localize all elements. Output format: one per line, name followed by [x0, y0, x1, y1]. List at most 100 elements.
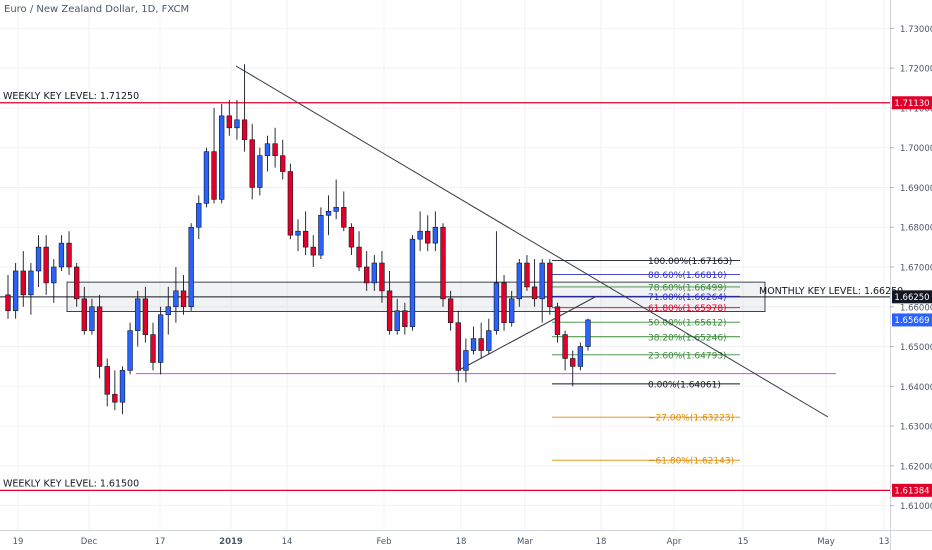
candle-13 — [104, 358, 110, 407]
candle-body-62 — [478, 338, 484, 351]
candle-body-66 — [509, 298, 515, 323]
candle-25 — [196, 195, 202, 240]
candle-body-34 — [264, 143, 271, 156]
candle-37 — [287, 163, 294, 240]
candle-body-26 — [203, 151, 210, 204]
candle-64 — [493, 231, 500, 335]
candle-14 — [112, 370, 118, 411]
candle-body-47 — [364, 266, 370, 284]
candle-body-25 — [196, 203, 202, 228]
price-badge-bg-3 — [892, 483, 932, 497]
candle-body-10 — [81, 298, 87, 331]
candle-19 — [150, 322, 156, 371]
candle-47 — [364, 251, 370, 291]
candle-17 — [135, 290, 141, 347]
candle-29 — [226, 99, 232, 136]
candle-44 — [341, 191, 347, 232]
candle-26 — [203, 147, 210, 208]
candle-body-68 — [524, 262, 530, 288]
candle-body-16 — [127, 330, 133, 371]
candle-66 — [509, 290, 515, 327]
candle-body-15 — [119, 370, 126, 403]
candle-70 — [539, 259, 545, 323]
candle-7 — [58, 235, 65, 271]
candle-59 — [455, 310, 461, 383]
price-axis: 1.73000 1.72000 1.71000 1.70000 1.69000 1.680… — [890, 0, 932, 550]
time-tick-label-1: Dec — [81, 537, 98, 547]
candle-57 — [440, 223, 446, 307]
candle-60 — [463, 338, 469, 383]
candle-31 — [241, 64, 248, 152]
candle-74 — [570, 350, 576, 387]
time-tick-label-0: 19 — [13, 537, 24, 547]
price-badge-2: 1.65669 — [894, 316, 929, 326]
candle-34 — [264, 135, 271, 172]
candle-body-67 — [516, 262, 522, 300]
trend-lines — [235, 65, 829, 418]
candle-55 — [425, 215, 431, 252]
price-badge-3: 1.61384 — [894, 487, 929, 497]
candle-body-60 — [463, 350, 469, 371]
candle-body-46 — [356, 246, 362, 268]
candle-62 — [478, 322, 484, 359]
candle-56 — [432, 211, 439, 252]
candle-body-44 — [341, 207, 347, 228]
candle-body-22 — [173, 290, 179, 308]
candle-body-0 — [5, 294, 11, 312]
candle-body-17 — [135, 298, 141, 331]
candle-body-70 — [539, 262, 545, 300]
fibonacci-retracement: 100.00%(1.67163) 88.60%(1.66810) 78.60%(1.… — [552, 257, 740, 467]
fib-label-8: 0.00%(1.64061) — [648, 380, 721, 390]
candle-22 — [173, 267, 179, 323]
candle-24 — [188, 223, 194, 311]
candle-body-3 — [28, 270, 34, 296]
candle-body-18 — [142, 298, 149, 335]
level-labels: WEEKLY KEY LEVEL: 1.71250 WEEKLY KEY LEVE… — [3, 91, 903, 490]
candle-23 — [180, 274, 187, 315]
candle-28 — [219, 103, 225, 204]
candle-52 — [402, 302, 408, 335]
candle-75 — [577, 342, 584, 371]
price-badge-0: 1.71130 — [894, 99, 929, 109]
candle-39 — [302, 211, 309, 256]
candle-50 — [386, 270, 393, 335]
candle-4 — [35, 235, 42, 287]
candle-76 — [585, 318, 591, 351]
price-tick-label-8: 1.65000 — [900, 343, 932, 353]
time-tick-label-2: 17 — [155, 537, 166, 547]
candle-body-2 — [20, 270, 26, 296]
price-badge-1: 1.66250 — [894, 293, 929, 303]
candle-body-37 — [287, 171, 294, 236]
candle-2 — [20, 251, 26, 307]
candle-body-1 — [12, 270, 19, 312]
fib-label-6: 38.20%(1.65246) — [648, 333, 727, 343]
candle-body-29 — [226, 115, 232, 129]
candle-body-49 — [379, 262, 385, 292]
candle-body-8 — [66, 242, 72, 268]
candle-body-12 — [96, 306, 103, 367]
candlesticks — [5, 64, 591, 415]
candle-body-40 — [310, 246, 316, 256]
price-badge-bg-2 — [892, 313, 932, 327]
fib-label-4: 61.80%(1.65978) — [648, 304, 727, 314]
candle-20 — [157, 306, 164, 375]
candle-9 — [74, 263, 80, 307]
candle-body-4 — [35, 246, 42, 272]
candle-body-72 — [554, 306, 561, 335]
candle-body-76 — [585, 319, 591, 347]
candle-45 — [348, 223, 355, 256]
candle-46 — [356, 231, 362, 271]
candle-body-32 — [249, 139, 255, 188]
candle-71 — [547, 259, 553, 315]
candle-69 — [531, 259, 538, 307]
candle-5 — [43, 235, 49, 295]
price-tick-label-9: 1.64000 — [900, 383, 932, 393]
candle-1 — [12, 263, 19, 319]
candle-body-45 — [348, 226, 355, 248]
trend-line-ascending — [460, 296, 596, 370]
candle-body-71 — [547, 262, 553, 308]
candle-body-23 — [180, 290, 187, 308]
fib-label-9: −27.00%(1.63223) — [648, 414, 734, 424]
candle-body-6 — [51, 266, 57, 284]
